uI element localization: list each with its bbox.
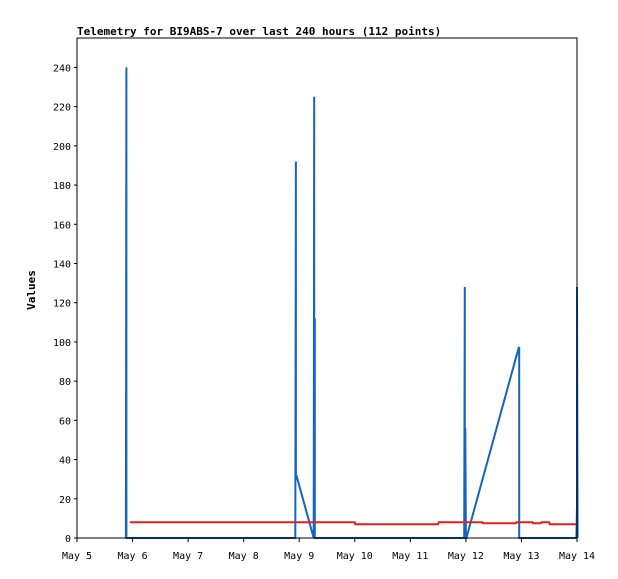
plot-area-border [76, 37, 578, 539]
series-line-2 [129, 521, 577, 526]
y-tick-label: 60 [59, 416, 71, 427]
x-axis: May 5 May 6 May 7 May 8 May 9 May 10 May 11 May… [62, 538, 595, 562]
x-tick-label: May 11 [392, 551, 428, 562]
x-tick-label: May 13 [503, 551, 539, 562]
y-tick-label: 120 [53, 299, 71, 310]
y-tick-label: 160 [53, 220, 71, 231]
y-tick-label: 140 [53, 259, 71, 270]
y-tick-label: 0 [65, 534, 71, 545]
y-axis: 0 20 40 60 80 100 120 140 160 180 200 220 240 [53, 63, 77, 545]
y-tick-label: 200 [53, 142, 71, 153]
series-layer [124, 67, 579, 539]
series-line-1 [124, 67, 579, 539]
x-tick-label: May 7 [173, 551, 203, 562]
x-tick-label: May 6 [118, 551, 148, 562]
y-tick-label: 80 [59, 377, 71, 388]
x-tick-label: May 12 [448, 551, 484, 562]
y-tick-label: 20 [59, 495, 71, 506]
y-tick-label: 40 [59, 456, 71, 467]
y-tick-label: 220 [53, 103, 71, 114]
y-tick-label: 180 [53, 181, 71, 192]
x-tick-label: May 10 [337, 551, 373, 562]
x-tick-label: May 5 [62, 551, 92, 562]
chart-title: Telemetry for BI9ABS-7 over last 240 hou… [77, 25, 441, 38]
y-axis-label: Values [25, 270, 38, 310]
x-tick-label: May 8 [229, 551, 259, 562]
y-tick-label: 240 [53, 63, 71, 74]
y-tick-label: 100 [53, 338, 71, 349]
x-tick-label: May 9 [284, 551, 314, 562]
x-tick-label: May 14 [559, 551, 595, 562]
